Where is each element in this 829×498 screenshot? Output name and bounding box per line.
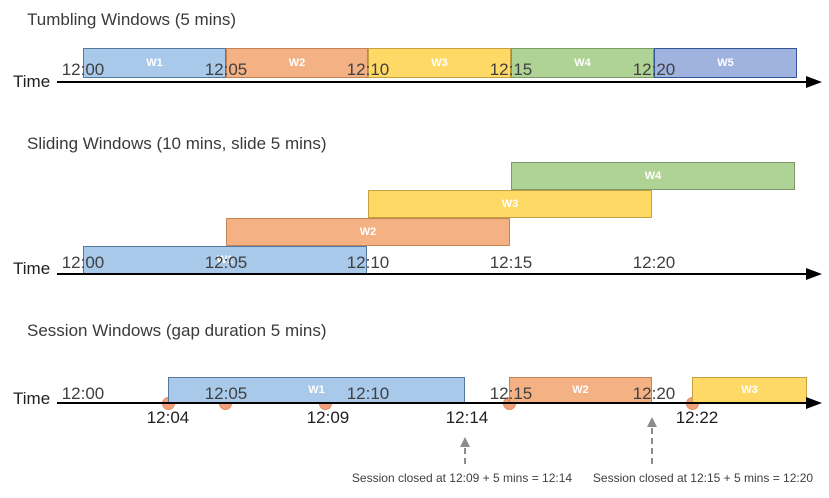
tumbling-tick-1215: 12:15 [489,60,533,79]
tumbling-tick-1210: 12:10 [346,60,390,79]
sliding-window-w2: W2 [226,218,510,246]
sliding-window-w4-label: W4 [644,169,662,182]
sliding-time-axis-label: Time [13,259,51,278]
tumbling-window-w5: W5 [654,48,797,78]
sliding-window-w3: W3 [368,190,652,218]
session-window-w2: W2 [509,377,652,404]
session-event-label-1222: 12:22 [675,408,719,427]
tumbling-time-axis-line [57,81,806,83]
session-tick-1215: 12:15 [489,384,533,403]
tumbling-window-w4-label: W4 [574,56,591,69]
sliding-time-axis-line [57,273,806,275]
session-tick-1210: 12:10 [346,384,390,403]
session-time-axis-label: Time [13,389,51,408]
sliding-window-w1-label: W1 [216,253,234,266]
tumbling-time-axis-arrowhead-icon [806,76,822,88]
session-close-annotation-2: Session closed at 12:15 + 5 mins = 12:20 [592,471,814,485]
session-tick-1220: 12:20 [632,384,676,403]
session-close-arrow-2-icon [647,417,657,427]
sliding-tick-1200: 12:00 [61,253,105,272]
sliding-tick-1220: 12:20 [632,253,676,272]
tumbling-window-w5-label: W5 [717,56,734,69]
tumbling-window-w2-label: W2 [288,56,306,69]
session-event-label-1204: 12:04 [146,408,190,427]
sliding-window-w4: W4 [511,162,795,190]
session-close-arrow-1-dash [464,448,466,464]
session-tick-1205: 12:05 [204,384,248,403]
tumbling-window-w1: W1 [83,48,226,78]
tumbling-window-w3: W3 [368,48,511,78]
tumbling-section-title: Tumbling Windows (5 mins) [27,10,237,29]
tumbling-tick-1200: 12:00 [61,60,105,79]
session-window-w2-label: W2 [572,384,589,396]
tumbling-window-w2: W2 [226,48,368,78]
tumbling-time-axis-label: Time [13,72,51,91]
session-time-axis-line [57,402,806,404]
sliding-tick-1215: 12:15 [489,253,533,272]
sliding-tick-1210: 12:10 [346,253,390,272]
tumbling-window-w3-label: W3 [431,56,448,69]
session-window-w1-label: W1 [308,384,325,396]
session-event-label-1214: 12:14 [445,408,489,427]
sliding-window-w3-label: W3 [501,197,519,210]
session-window-w3: W3 [692,377,807,404]
sliding-window-w2-label: W2 [359,225,377,238]
sliding-tick-1205: 12:05 [204,253,248,272]
session-section-title: Session Windows (gap duration 5 mins) [27,321,327,340]
session-time-axis-arrowhead-icon [806,397,822,409]
tumbling-tick-1220: 12:20 [632,60,676,79]
sliding-window-w1: W1 [83,246,367,274]
session-event-label-1209: 12:09 [306,408,350,427]
tumbling-window-w1-label: W1 [146,56,163,69]
sliding-section-title: Sliding Windows (10 mins, slide 5 mins) [27,134,327,153]
session-window-w3-label: W3 [741,384,758,396]
tumbling-tick-1205: 12:05 [204,60,248,79]
session-close-arrow-1-icon [460,437,470,447]
tumbling-window-w4: W4 [511,48,654,78]
session-close-annotation-1: Session closed at 12:09 + 5 mins = 12:14 [351,471,573,485]
session-close-arrow-2-dash [651,428,653,464]
session-tick-1200: 12:00 [61,384,105,403]
sliding-time-axis-arrowhead-icon [806,268,822,280]
